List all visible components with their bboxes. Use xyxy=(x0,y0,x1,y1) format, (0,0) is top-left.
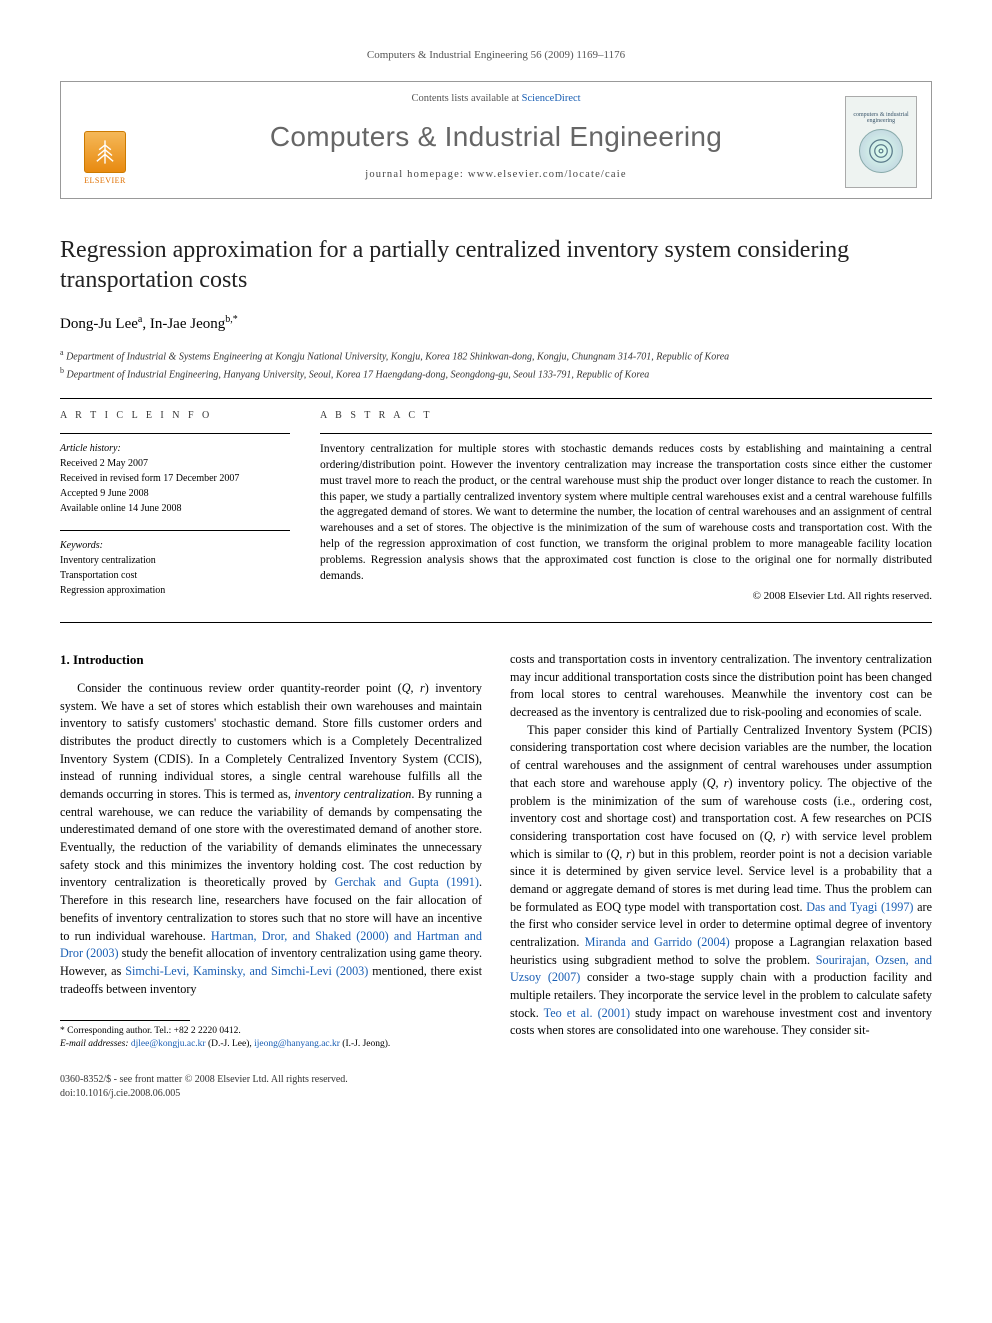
body-columns: 1. Introduction Consider the continuous … xyxy=(60,651,932,1051)
p1-qr: Q, r xyxy=(402,681,425,695)
author-2: In-Jae Jeong xyxy=(150,316,225,332)
history-label: Article history: xyxy=(60,442,290,456)
journal-header-box: ELSEVIER Contents lists available at Sci… xyxy=(60,81,932,199)
keywords-label: Keywords: xyxy=(60,539,290,553)
journal-cover-thumb: computers & industrial engineering xyxy=(845,96,917,188)
abstract-copyright: © 2008 Elsevier Ltd. All rights reserved… xyxy=(320,589,932,604)
col2-paragraph-1: costs and transportation costs in invent… xyxy=(510,651,932,722)
contents-prefix: Contents lists available at xyxy=(411,93,521,104)
author-1: Dong-Ju Lee xyxy=(60,316,138,332)
p1-ital: inventory centralization xyxy=(294,787,411,801)
p2-qr: Q, r xyxy=(707,776,729,790)
affiliations: a Department of Industrial & Systems Eng… xyxy=(60,347,932,382)
article-title: Regression approximation for a partially… xyxy=(60,235,932,295)
author-2-marker: b,* xyxy=(225,314,238,325)
footer-front-matter: 0360-8352/$ - see front matter © 2008 El… xyxy=(60,1073,348,1087)
aff-a-marker: a xyxy=(60,348,64,357)
history-received: Received 2 May 2007 xyxy=(60,457,290,471)
keyword-1: Inventory centralization xyxy=(60,554,290,568)
article-info-col: A R T I C L E I N F O Article history: R… xyxy=(60,409,290,612)
footer-block: 0360-8352/$ - see front matter © 2008 El… xyxy=(60,1073,348,1101)
publisher-logo: ELSEVIER xyxy=(75,124,135,186)
aff-a-text: Department of Industrial & Systems Engin… xyxy=(66,352,729,363)
email-2-who: (I.-J. Jeong). xyxy=(340,1039,390,1049)
elsevier-tree-icon xyxy=(84,131,126,173)
ref-simchi-levi[interactable]: Simchi-Levi, Kaminsky, and Simchi-Levi (… xyxy=(125,964,368,978)
cover-caption: computers & industrial engineering xyxy=(849,112,913,125)
email-label: E-mail addresses: xyxy=(60,1039,131,1049)
running-head: Computers & Industrial Engineering 56 (2… xyxy=(60,48,932,63)
journal-homepage: journal homepage: www.elsevier.com/locat… xyxy=(75,168,917,183)
homepage-prefix: journal homepage: xyxy=(365,169,468,180)
page-root: Computers & Industrial Engineering 56 (2… xyxy=(0,0,992,1141)
p2-qr3: Q, r xyxy=(610,847,630,861)
p2-qr2: Q, r xyxy=(764,829,786,843)
history-revised: Received in revised form 17 December 200… xyxy=(60,472,290,486)
abstract-rule xyxy=(320,433,932,434)
publisher-name: ELSEVIER xyxy=(84,175,126,186)
footnote-corresponding: * Corresponding author. Tel.: +82 2 2220… xyxy=(60,1025,482,1038)
footer-doi: doi:10.1016/j.cie.2008.06.005 xyxy=(60,1087,348,1101)
keywords-block: Keywords: Inventory centralization Trans… xyxy=(60,539,290,598)
p1-a: Consider the continuous review order qua… xyxy=(77,681,402,695)
article-info-heading: A R T I C L E I N F O xyxy=(60,409,290,423)
email-1-link[interactable]: djlee@kongju.ac.kr xyxy=(131,1039,206,1049)
author-1-marker: a xyxy=(138,314,142,325)
history-online: Available online 14 June 2008 xyxy=(60,502,290,516)
sciencedirect-link[interactable]: ScienceDirect xyxy=(522,93,581,104)
email-2-link[interactable]: ijeong@hanyang.ac.kr xyxy=(254,1039,340,1049)
article-info-rule xyxy=(60,433,290,434)
history-accepted: Accepted 9 June 2008 xyxy=(60,487,290,501)
abstract-col: A B S T R A C T Inventory centralization… xyxy=(320,409,932,612)
cover-art-icon xyxy=(859,129,903,173)
keyword-3: Regression approximation xyxy=(60,584,290,598)
rule-bottom xyxy=(60,622,932,623)
history-block: Article history: Received 2 May 2007 Rec… xyxy=(60,442,290,516)
footnote-rule xyxy=(60,1020,190,1021)
authors-line: Dong-Ju Leea, In-Jae Jeongb,* xyxy=(60,313,932,335)
ref-miranda-garrido[interactable]: Miranda and Garrido (2004) xyxy=(585,935,730,949)
p1-b: ) inventory system. We have a set of sto… xyxy=(60,681,482,801)
footnote-emails: E-mail addresses: djlee@kongju.ac.kr (D.… xyxy=(60,1038,482,1051)
journal-name: Computers & Industrial Engineering xyxy=(75,117,917,156)
contents-line: Contents lists available at ScienceDirec… xyxy=(75,92,917,107)
abstract-text: Inventory centralization for multiple st… xyxy=(320,442,932,585)
aff-b-marker: b xyxy=(60,366,64,375)
abstract-heading: A B S T R A C T xyxy=(320,409,932,423)
ref-das-tyagi[interactable]: Das and Tyagi (1997) xyxy=(806,900,913,914)
affiliation-a: a Department of Industrial & Systems Eng… xyxy=(60,347,932,364)
section-1-heading: 1. Introduction xyxy=(60,651,482,670)
footnote-block: * Corresponding author. Tel.: +82 2 2220… xyxy=(60,1020,482,1051)
ref-teo[interactable]: Teo et al. (2001) xyxy=(544,1006,630,1020)
rule-top xyxy=(60,398,932,399)
meta-row: A R T I C L E I N F O Article history: R… xyxy=(60,409,932,612)
col2-paragraph-2: This paper consider this kind of Partial… xyxy=(510,722,932,1040)
keywords-rule xyxy=(60,530,290,531)
aff-b-text: Department of Industrial Engineering, Ha… xyxy=(67,369,650,380)
homepage-url: www.elsevier.com/locate/caie xyxy=(468,169,627,180)
email-1-who: (D.-J. Lee), xyxy=(206,1039,255,1049)
ref-gerchak-gupta[interactable]: Gerchak and Gupta (1991) xyxy=(335,875,479,889)
affiliation-b: b Department of Industrial Engineering, … xyxy=(60,365,932,382)
keyword-2: Transportation cost xyxy=(60,569,290,583)
intro-paragraph-1: Consider the continuous review order qua… xyxy=(60,680,482,998)
page-footer: 0360-8352/$ - see front matter © 2008 El… xyxy=(60,1073,932,1101)
